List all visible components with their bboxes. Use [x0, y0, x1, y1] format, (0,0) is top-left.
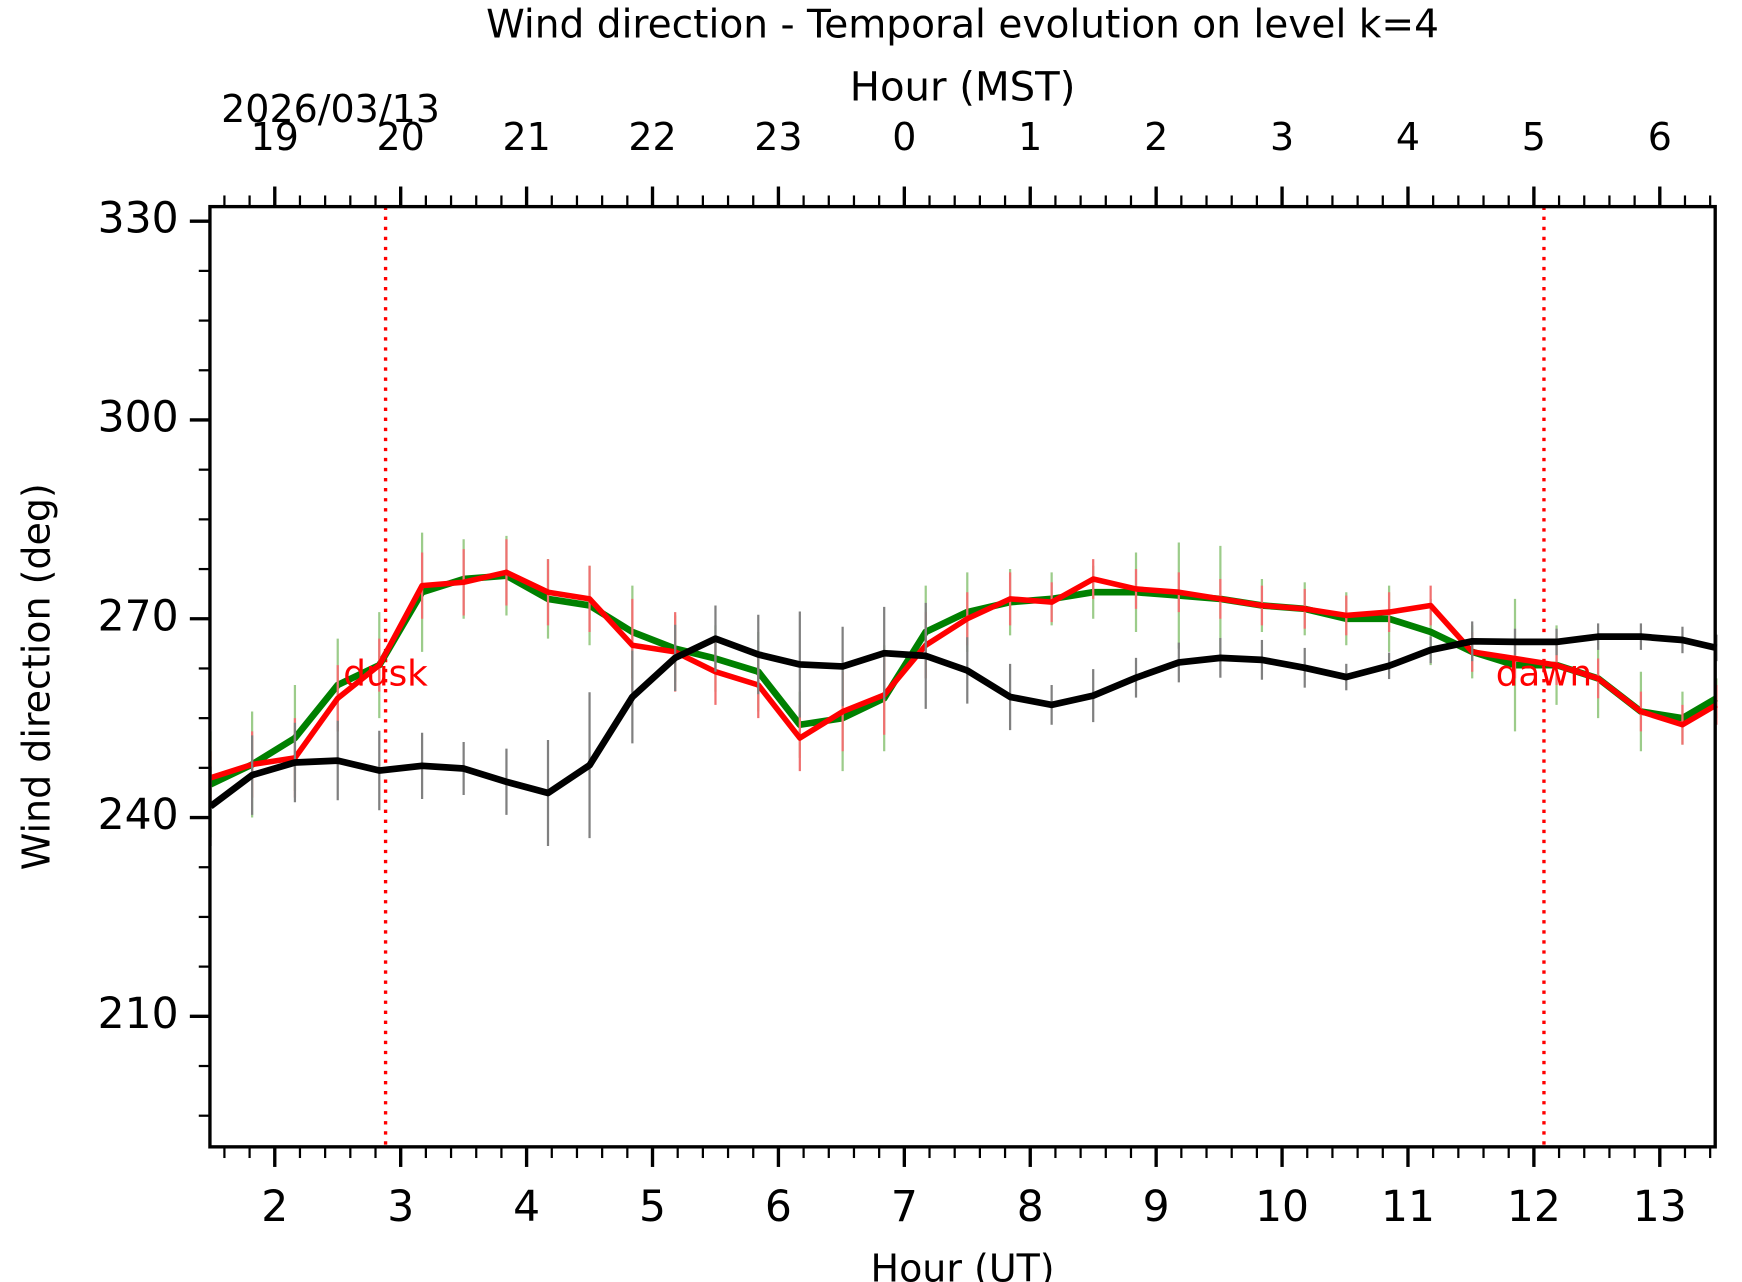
x2-axis-label: Hour (MST): [850, 64, 1076, 110]
x-tick-label: 6: [765, 1183, 792, 1232]
x2-tick-label: 0: [892, 115, 916, 159]
data-line: [208, 633, 1718, 809]
x2-tick-label: 21: [502, 115, 550, 159]
x-axis-label: Hour (UT): [871, 1246, 1055, 1282]
x-tick-label: 13: [1633, 1183, 1687, 1232]
event-label: dawn: [1496, 654, 1592, 695]
data-line: [209, 572, 1719, 788]
x2-tick-label: 3: [1270, 115, 1294, 159]
x2-tick-label: 20: [377, 115, 425, 159]
plot-frame: [208, 204, 1717, 1149]
x-tick-label: 10: [1255, 1183, 1309, 1232]
x2-tick-label: 22: [628, 115, 676, 159]
x2-tick-label: 4: [1396, 115, 1420, 159]
x2-tick-label: 1: [1018, 115, 1042, 159]
x-tick-label: 9: [1143, 1183, 1170, 1232]
x-tick-label: 12: [1507, 1183, 1561, 1232]
y-tick-label: 210: [98, 990, 179, 1039]
x-tick-label: 4: [513, 1183, 540, 1232]
x2-tick-label: 19: [251, 115, 299, 159]
x2-tick-label: 2: [1144, 115, 1168, 159]
data-line: [209, 569, 1718, 781]
y-axis-label: Wind direction (deg): [15, 483, 59, 870]
x-tick-label: 3: [387, 1183, 414, 1232]
x-tick-label: 8: [1017, 1183, 1044, 1232]
y-tick-label: 270: [98, 592, 179, 641]
x-tick-label: 7: [891, 1183, 918, 1232]
x-tick-label: 2: [261, 1183, 288, 1232]
y-tick-label: 330: [98, 195, 179, 244]
event-label: dusk: [343, 654, 428, 695]
date-label: 2026/03/13: [221, 87, 440, 131]
x2-tick-label: 5: [1522, 115, 1546, 159]
x-tick-label: 5: [639, 1183, 666, 1232]
chart-title: Wind direction - Temporal evolution on l…: [486, 2, 1439, 47]
y-tick-label: 300: [98, 393, 179, 442]
x2-tick-label: 6: [1648, 115, 1672, 159]
x2-tick-label: 23: [754, 115, 802, 159]
y-tick-label: 240: [98, 791, 179, 840]
x-tick-label: 11: [1381, 1183, 1435, 1232]
